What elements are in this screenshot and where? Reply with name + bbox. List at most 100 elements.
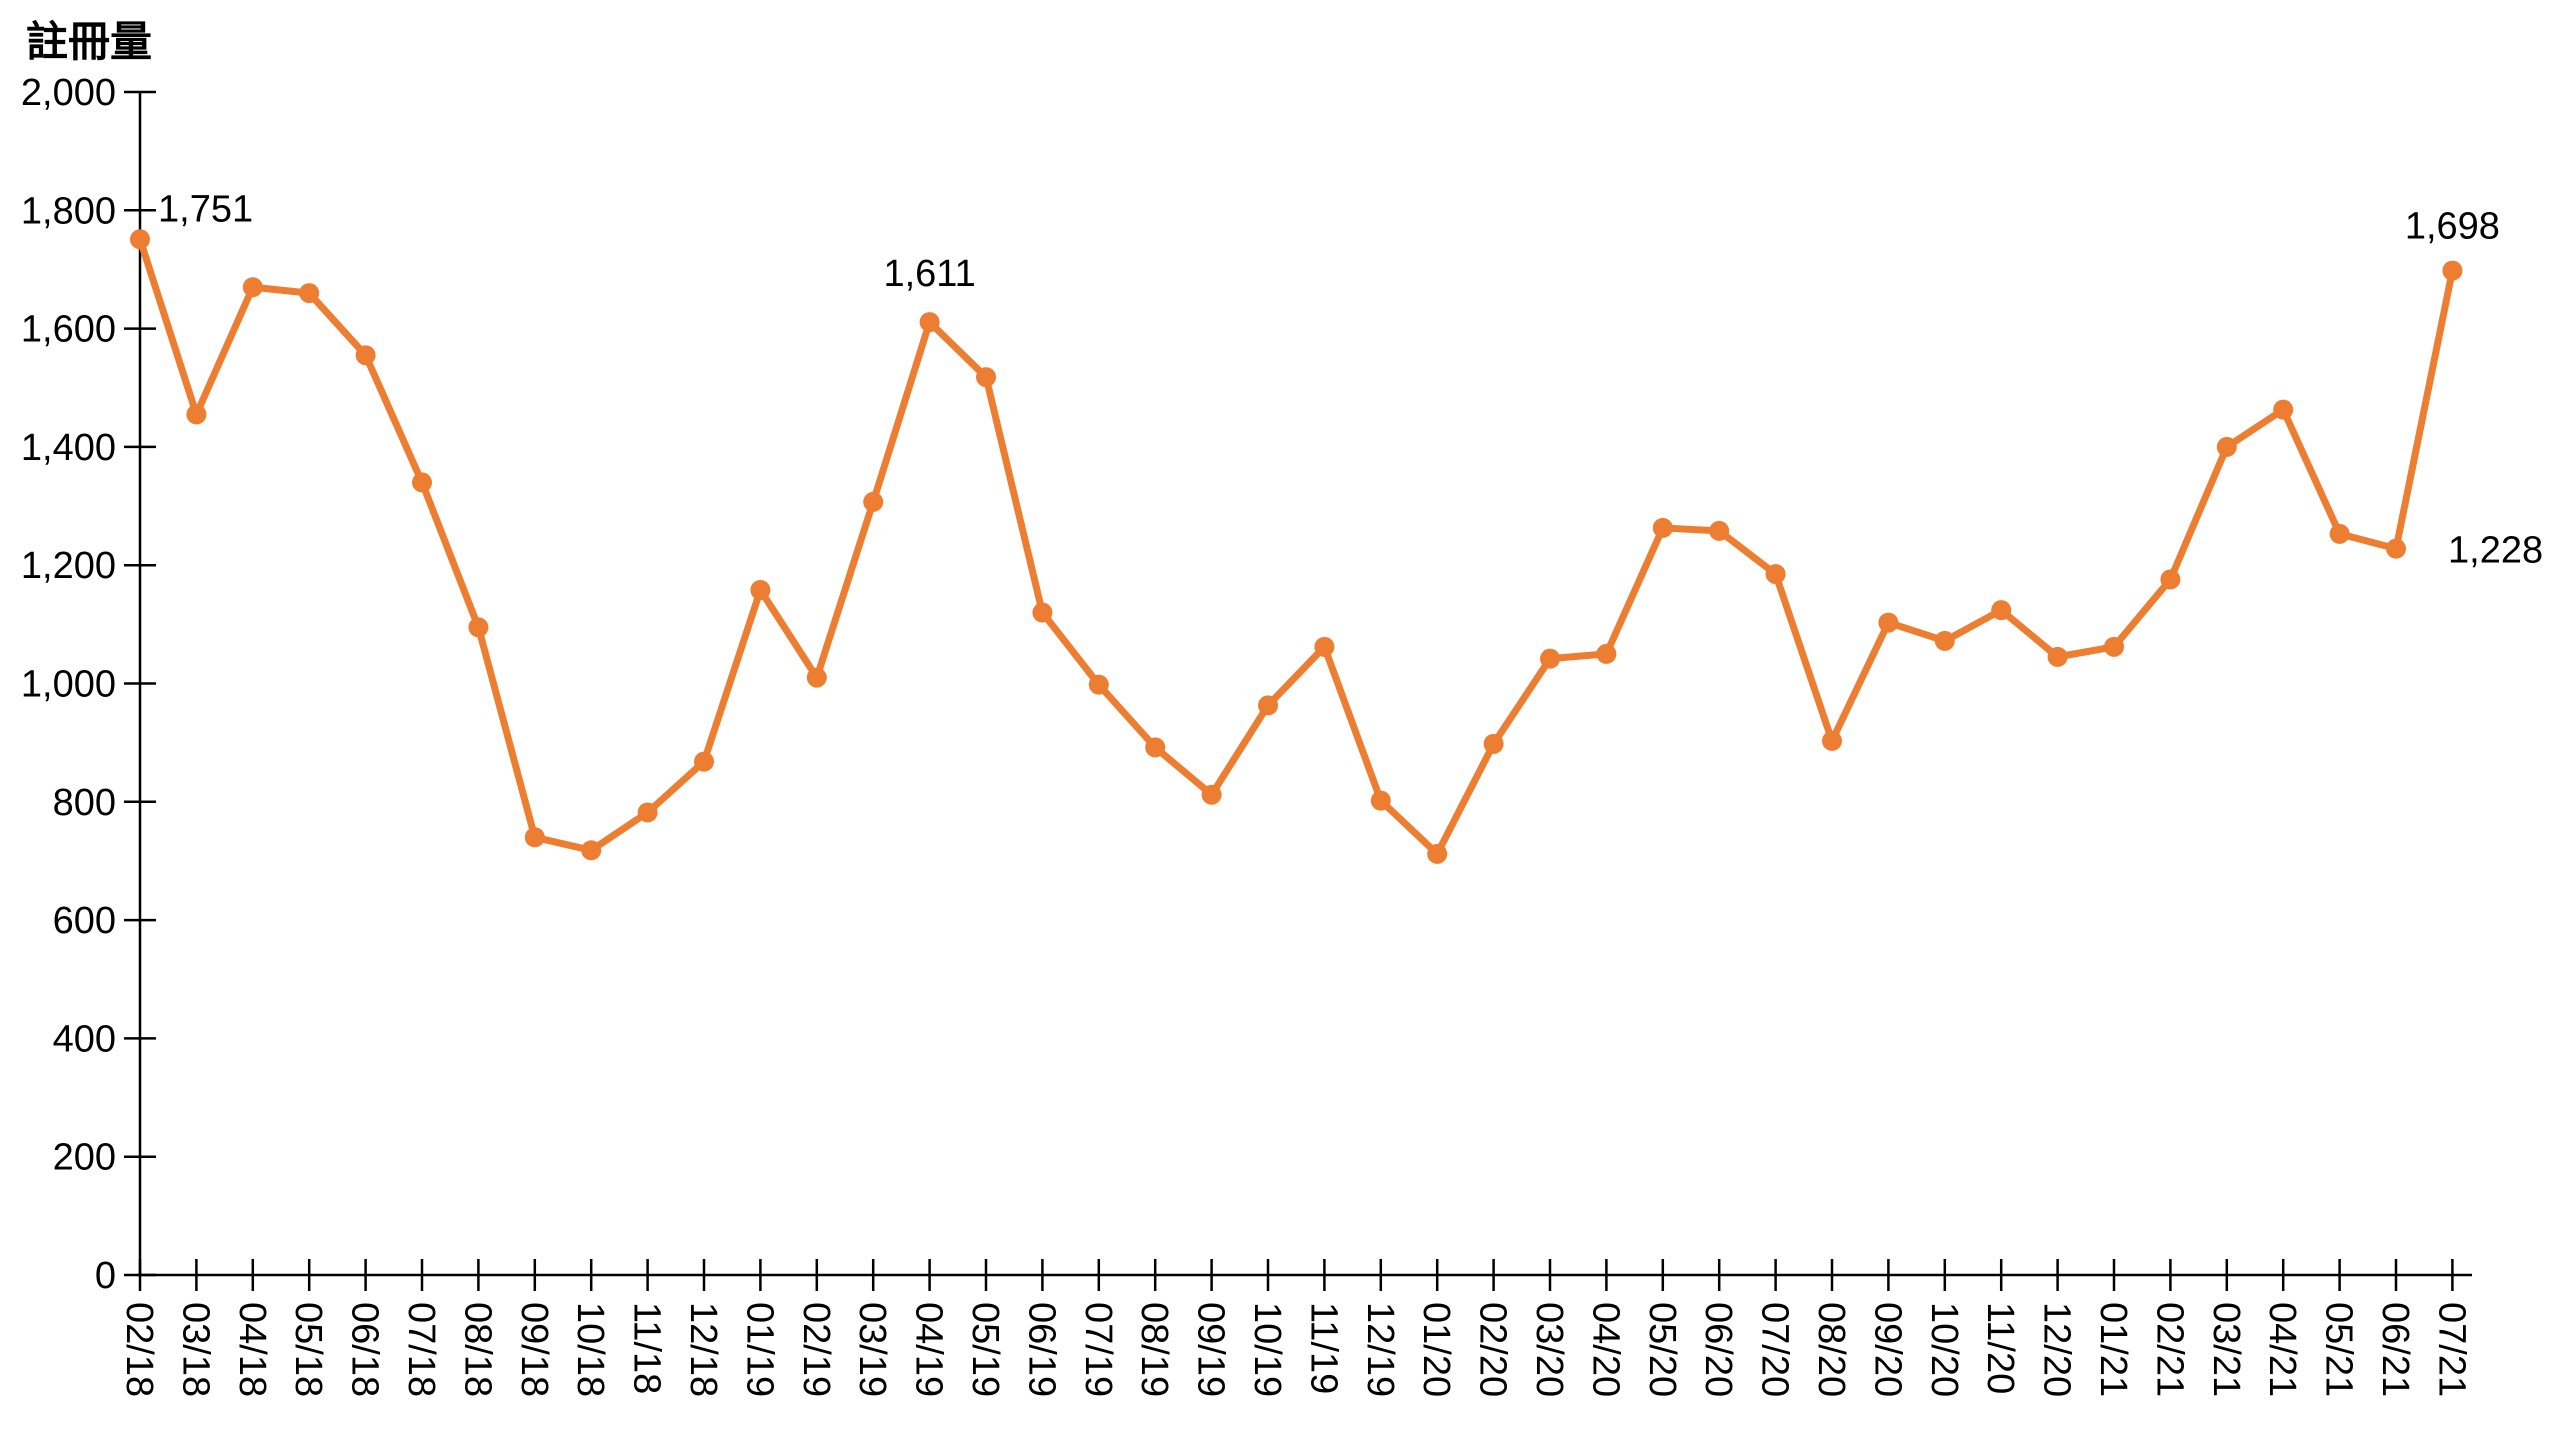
data-point-label: 1,751 <box>158 188 253 230</box>
x-tick-label: 10/19 <box>1246 1302 1288 1397</box>
data-point <box>2160 569 2181 590</box>
data-point <box>806 667 827 688</box>
data-point <box>468 617 489 638</box>
x-tick-label: 07/20 <box>1754 1302 1796 1397</box>
x-tick-label: 11/20 <box>1979 1302 2021 1394</box>
data-point <box>1822 730 1842 751</box>
x-tick-label: 07/19 <box>1077 1302 1119 1397</box>
data-point <box>863 491 884 512</box>
data-point <box>694 751 714 772</box>
y-tick-label: 200 <box>53 1137 116 1179</box>
x-tick-label: 10/20 <box>1923 1302 1965 1397</box>
x-tick-label: 06/21 <box>2374 1302 2416 1397</box>
data-point <box>1709 520 1730 541</box>
data-point <box>2273 399 2294 420</box>
x-tick-label: 09/19 <box>1190 1302 1232 1397</box>
x-tick-label: 09/20 <box>1866 1302 1908 1397</box>
x-tick-label: 05/21 <box>2318 1302 2360 1397</box>
x-tick-label: 01/19 <box>738 1302 780 1397</box>
x-tick-label: 12/19 <box>1359 1302 1401 1397</box>
line-series <box>130 229 2463 864</box>
data-point <box>1991 600 2012 621</box>
data-point <box>637 802 658 823</box>
data-point <box>1088 674 1109 695</box>
x-axis-labels: 02/18 03/18 04/18 05/18 06/18 07/18 08/18 09/18… <box>118 1302 2472 1397</box>
x-tick-label: 11/19 <box>1302 1302 1344 1394</box>
data-point <box>299 283 320 304</box>
y-tick-label: 400 <box>53 1018 116 1060</box>
x-tick-label: 08/18 <box>456 1302 498 1397</box>
data-point <box>581 840 602 861</box>
x-tick-label: 08/20 <box>1810 1302 1852 1397</box>
y-tick-label: 2,000 <box>21 72 116 114</box>
x-tick-label: 07/18 <box>400 1302 442 1397</box>
data-point <box>1652 517 1673 538</box>
data-point <box>186 404 207 425</box>
data-point <box>1201 784 1222 805</box>
data-point <box>2442 260 2463 281</box>
x-tick-label: 02/19 <box>795 1302 837 1397</box>
data-point-label: 1,228 <box>2448 530 2543 572</box>
y-tick-label: 1,400 <box>21 427 116 469</box>
x-tick-label: 04/20 <box>1584 1302 1626 1397</box>
chart-title: 註冊量 <box>26 18 152 65</box>
data-point <box>2386 538 2406 559</box>
x-tick-label: 06/18 <box>344 1302 386 1397</box>
x-tick-label: 12/20 <box>2036 1302 2078 1397</box>
data-point <box>1765 564 1786 585</box>
x-tick-label: 02/18 <box>118 1302 160 1397</box>
data-point <box>2329 523 2350 544</box>
data-point <box>1258 695 1278 716</box>
y-tick-label: 1,600 <box>21 309 116 351</box>
data-point <box>1483 733 1504 754</box>
data-point <box>1145 737 1166 758</box>
data-labels: 1,751 1,611 1,228 1,698 <box>158 188 2543 571</box>
y-tick-label: 1,200 <box>21 545 116 587</box>
data-point <box>1032 602 1053 623</box>
x-tick-label: 08/19 <box>1133 1302 1175 1397</box>
x-tick-label: 04/21 <box>2261 1302 2303 1397</box>
x-tick-label: 05/18 <box>287 1302 329 1397</box>
data-point <box>130 229 150 250</box>
y-tick-label: 0 <box>95 1255 116 1297</box>
data-point <box>1878 612 1899 633</box>
data-point-label: 1,698 <box>2405 206 2500 248</box>
data-point <box>355 345 376 366</box>
data-point <box>2104 636 2124 657</box>
data-point-label: 1,611 <box>883 253 975 295</box>
y-tick-label: 600 <box>53 900 116 942</box>
axes <box>124 90 2472 1291</box>
data-point <box>242 277 263 298</box>
x-tick-label: 04/18 <box>231 1302 273 1397</box>
x-tick-label: 02/21 <box>2148 1302 2190 1397</box>
series-line <box>136 235 2456 858</box>
x-tick-label: 09/18 <box>513 1302 555 1397</box>
data-point <box>2216 436 2237 457</box>
data-point <box>976 367 996 388</box>
y-tick-label: 1,000 <box>21 664 116 706</box>
x-tick-label: 03/18 <box>174 1302 216 1397</box>
x-tick-label: 05/20 <box>1641 1302 1683 1397</box>
data-point <box>2047 646 2068 667</box>
data-point <box>1596 643 1617 664</box>
data-point <box>1427 843 1448 864</box>
x-tick-label: 03/19 <box>851 1302 893 1397</box>
x-tick-label: 11/18 <box>626 1302 668 1394</box>
x-tick-label: 01/21 <box>2092 1302 2134 1397</box>
x-tick-label: 03/21 <box>2205 1302 2247 1397</box>
data-point <box>1934 630 1955 651</box>
x-tick-label: 01/20 <box>1415 1302 1457 1397</box>
x-tick-label: 10/18 <box>569 1302 611 1397</box>
y-tick-label: 1,800 <box>21 190 116 232</box>
y-axis-labels: 0 200 400 600 800 1,000 1,200 1,400 1,600 1,800 2,… <box>21 72 116 1297</box>
data-point <box>1370 790 1391 811</box>
data-point <box>1540 648 1560 669</box>
data-point <box>412 472 432 493</box>
y-tick-label: 800 <box>53 782 116 824</box>
x-tick-label: 02/20 <box>1472 1302 1514 1397</box>
x-tick-label: 12/18 <box>682 1302 724 1397</box>
x-tick-label: 06/20 <box>1697 1302 1739 1397</box>
x-tick-label: 07/21 <box>2430 1302 2472 1397</box>
